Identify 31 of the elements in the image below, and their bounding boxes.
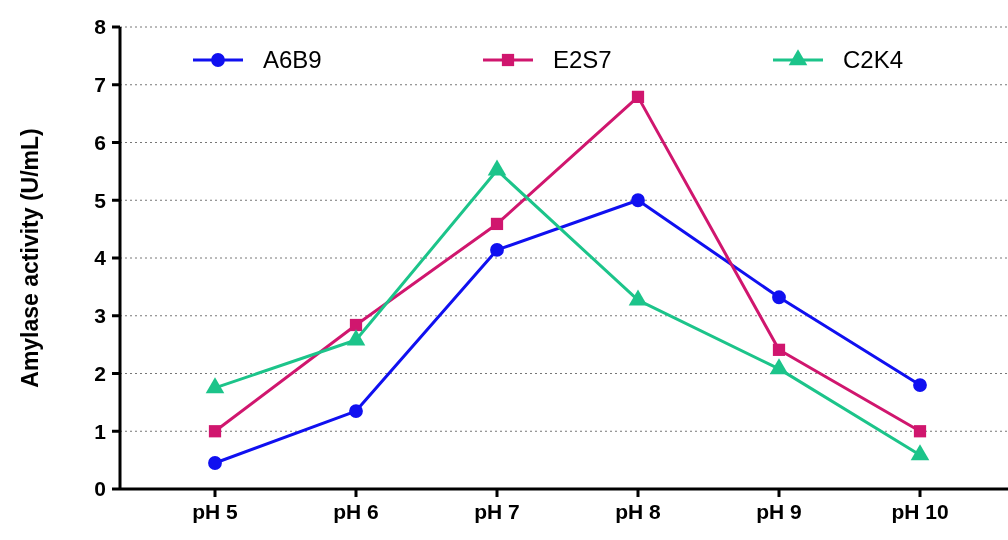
legend-label: A6B9 (263, 46, 322, 74)
point (490, 217, 504, 231)
y-tick-label: 1 (94, 419, 107, 443)
point (208, 425, 222, 438)
legend-label: C2K4 (843, 46, 904, 74)
y-tick-label: 4 (94, 246, 107, 270)
legend-label: E2S7 (553, 46, 612, 74)
x-tick-label: pH 5 (192, 500, 239, 523)
point (772, 290, 786, 305)
point (349, 404, 363, 418)
point (913, 378, 927, 392)
y-tick-label: 3 (94, 304, 106, 328)
point (349, 318, 363, 332)
y-tick-label: 8 (94, 15, 107, 39)
point (208, 456, 222, 470)
point (631, 90, 645, 103)
y-tick-label: 7 (94, 73, 106, 97)
y-tick-label: 5 (94, 188, 107, 212)
x-tick-label: pH 9 (756, 500, 802, 523)
point (913, 425, 927, 438)
x-tick-label: pH 7 (474, 500, 520, 523)
y-tick-label: 6 (94, 130, 106, 154)
point (631, 193, 645, 208)
x-tick-label: pH 6 (333, 500, 379, 523)
x-tick-label: pH 8 (615, 500, 662, 523)
point (490, 243, 504, 257)
x-tick-label: pH 10 (891, 500, 949, 523)
y-tick-label: 0 (94, 477, 106, 501)
point (772, 343, 786, 356)
y-axis-title: Amylase activity (U/mL) (17, 128, 43, 388)
y-tick-label: 2 (94, 361, 106, 385)
